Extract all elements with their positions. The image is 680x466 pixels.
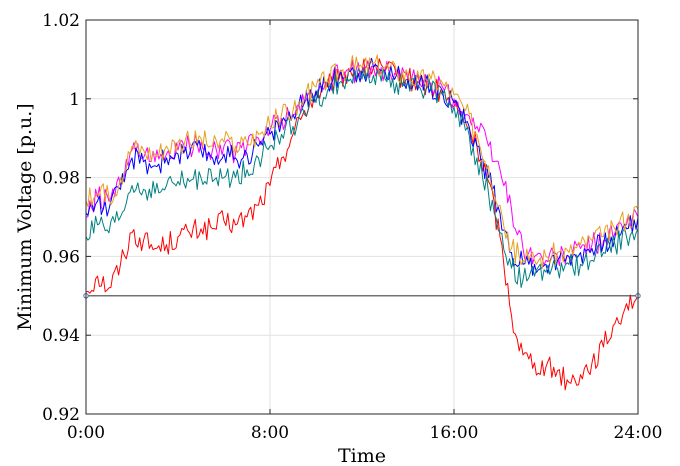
y-tick-labels: 0.92 0.94 0.96 0.98 1 1.02 (42, 11, 80, 425)
x-tick-label: 16:00 (430, 423, 479, 443)
y-tick-label: 0.92 (42, 405, 80, 425)
series-line (86, 54, 638, 269)
y-axis-title: Minimum Voltage [p.u.] (14, 103, 36, 330)
x-tick-label: 8:00 (251, 423, 289, 443)
x-axis-title: Time (338, 445, 386, 466)
y-tick-label: 1.02 (42, 11, 80, 31)
plot-frame (85, 19, 639, 415)
y-tick-label: 0.98 (42, 169, 80, 189)
y-tick-label: 0.96 (42, 247, 80, 267)
plot-background (86, 20, 638, 414)
y-tick-label: 0.94 (42, 326, 80, 346)
series-line (86, 57, 638, 276)
series-line (86, 67, 638, 288)
x-tick-labels: 0:00 8:00 16:00 24:00 (67, 423, 663, 443)
series-layer (86, 54, 638, 391)
x-tick-label: 0:00 (67, 423, 105, 443)
axis-ticks (85, 19, 639, 415)
y-tick-label: 1 (69, 90, 80, 110)
plot-area (83, 54, 641, 391)
x-tick-label: 24:00 (614, 423, 663, 443)
